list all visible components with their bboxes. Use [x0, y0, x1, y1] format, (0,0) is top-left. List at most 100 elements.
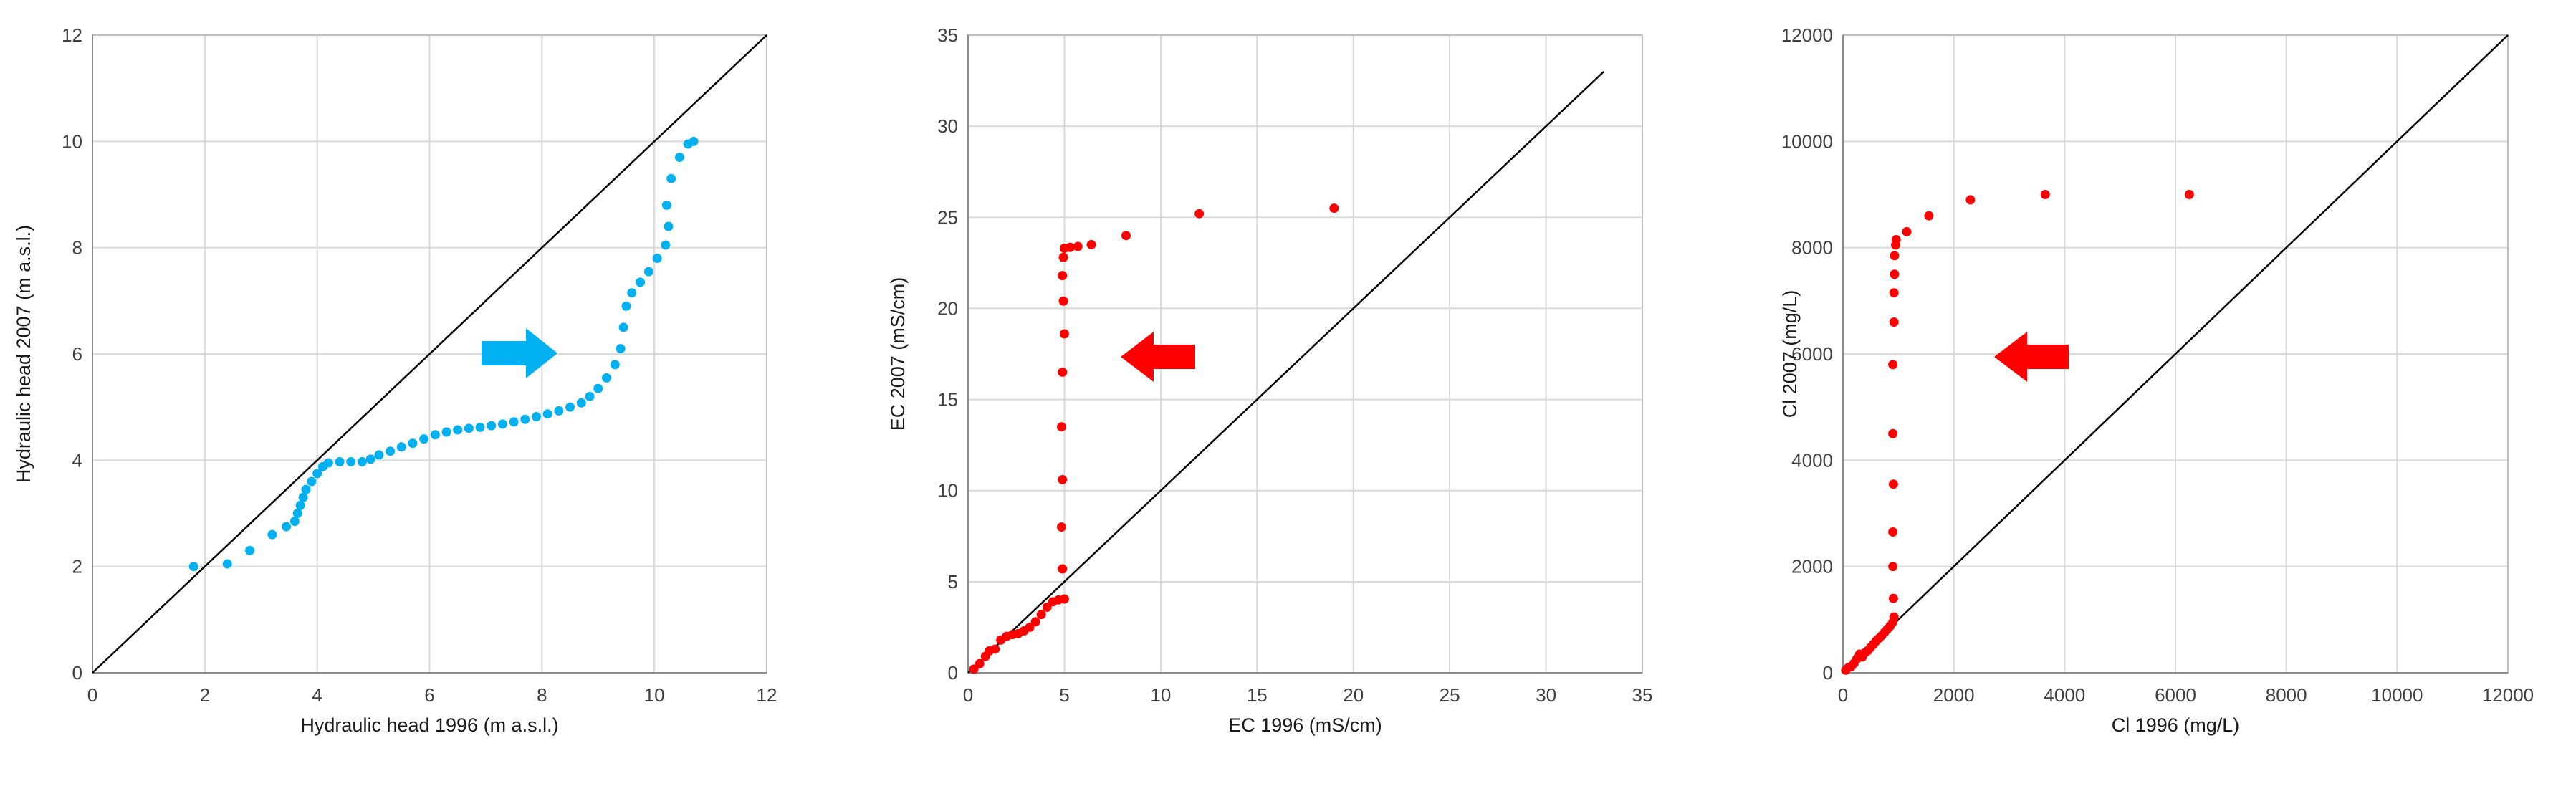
y-tick-label: 5: [948, 571, 958, 593]
data-point: [323, 458, 333, 468]
data-point: [652, 254, 662, 263]
data-point: [1030, 617, 1040, 627]
data-point: [1965, 195, 1976, 205]
x-tick-label: 8: [537, 684, 547, 706]
data-point: [616, 344, 626, 354]
data-point: [661, 200, 671, 210]
data-point: [1025, 622, 1035, 632]
y-tick-label: 15: [937, 389, 958, 411]
data-point: [1194, 209, 1205, 219]
data-point: [1058, 474, 1068, 484]
data-point: [1888, 593, 1898, 603]
data-point: [1889, 288, 1899, 298]
data-point: [1065, 242, 1075, 252]
y-tick-label: 2: [72, 556, 82, 577]
x-tick-label: 30: [1536, 684, 1556, 706]
data-point: [674, 153, 684, 163]
data-point: [335, 457, 345, 467]
data-point: [1058, 271, 1068, 281]
data-point: [1058, 564, 1068, 574]
x-tick-label: 35: [1632, 684, 1653, 706]
data-point: [374, 450, 384, 460]
data-point: [990, 644, 1000, 654]
data-point: [298, 492, 308, 502]
y-tick-label: 12000: [1781, 24, 1833, 46]
arrow-left-icon: [1994, 332, 2069, 382]
x-tick-label: 2000: [1933, 684, 1975, 706]
x-tick-label: 10: [1150, 684, 1171, 706]
data-point: [357, 457, 367, 467]
one-to-one-line: [967, 70, 1605, 674]
data-point: [520, 414, 530, 424]
y-axis-label: Cl 2007 (mg/L): [1779, 290, 1801, 418]
data-point: [408, 438, 418, 449]
y-tick-label: 6: [72, 343, 82, 365]
data-point: [1889, 612, 1899, 622]
data-point: [585, 391, 595, 401]
chart-panel-3: 0 2000 4000 6000 8000 10000 12000 0 2000 4000 6000…: [1779, 24, 2534, 736]
data-point: [441, 427, 451, 437]
data-point: [1891, 235, 1901, 245]
data-point: [542, 409, 552, 419]
y-tick-label: 6000: [1791, 343, 1833, 365]
data-point: [554, 406, 564, 416]
x-tick-label: 15: [1247, 684, 1268, 706]
data-point: [565, 402, 575, 412]
y-tick-label: 10: [937, 480, 958, 502]
x-tick-label: 10000: [2371, 684, 2423, 706]
data-point: [419, 434, 429, 444]
data-point: [267, 529, 277, 540]
data-point: [1121, 231, 1131, 241]
data-point: [289, 517, 300, 527]
data-point: [576, 398, 586, 408]
data-point: [365, 454, 375, 464]
x-tick-label: 10: [644, 684, 665, 706]
x-tick-label: 25: [1440, 684, 1460, 706]
x-axis-label: Cl 1996 (mg/L): [2112, 714, 2240, 736]
data-point: [636, 277, 646, 287]
x-tick-label: 0: [963, 684, 973, 706]
data-point: [301, 484, 311, 494]
y-tick-label: 12: [62, 24, 82, 46]
x-tick-label: 0: [1838, 684, 1848, 706]
data-point: [497, 419, 507, 429]
one-to-one-line: [1842, 34, 2509, 674]
data-point: [222, 559, 232, 569]
data-point: [1036, 610, 1046, 620]
data-point: [975, 658, 985, 668]
y-tick-label: 10: [62, 130, 82, 152]
x-tick-label: 0: [87, 684, 97, 706]
data-point: [1888, 527, 1898, 537]
data-point: [396, 442, 406, 452]
data-point: [1890, 251, 1900, 261]
data-point: [661, 240, 671, 250]
data-point: [1889, 317, 1899, 327]
data-point: [1056, 522, 1066, 532]
x-tick-label: 8000: [2266, 684, 2307, 706]
data-point: [487, 421, 497, 431]
y-tick-label: 10000: [1781, 130, 1833, 152]
data-point: [453, 425, 463, 435]
data-point: [509, 417, 519, 427]
y-tick-label: 35: [937, 24, 958, 46]
data-point: [430, 430, 440, 440]
data-point: [1902, 226, 1912, 236]
data-point: [1058, 252, 1068, 262]
y-tick-label: 8: [72, 237, 82, 259]
data-point: [593, 383, 603, 393]
data-point: [475, 422, 485, 432]
y-tick-label: 8000: [1791, 237, 1833, 259]
x-tick-label: 6: [424, 684, 434, 706]
y-tick-label: 0: [1823, 662, 1833, 684]
x-tick-label: 2: [200, 684, 210, 706]
x-tick-label: 12: [757, 684, 777, 706]
data-point: [1059, 594, 1069, 604]
y-tick-label: 20: [937, 297, 958, 319]
x-axis-label: Hydraulic head 1996 (m a.s.l.): [300, 714, 558, 736]
data-point: [1329, 203, 1339, 214]
data-point: [618, 322, 628, 332]
arrow-left-icon: [1121, 332, 1195, 382]
arrow-right-icon: [482, 328, 557, 378]
data-point: [295, 500, 305, 510]
data-point: [464, 423, 474, 433]
